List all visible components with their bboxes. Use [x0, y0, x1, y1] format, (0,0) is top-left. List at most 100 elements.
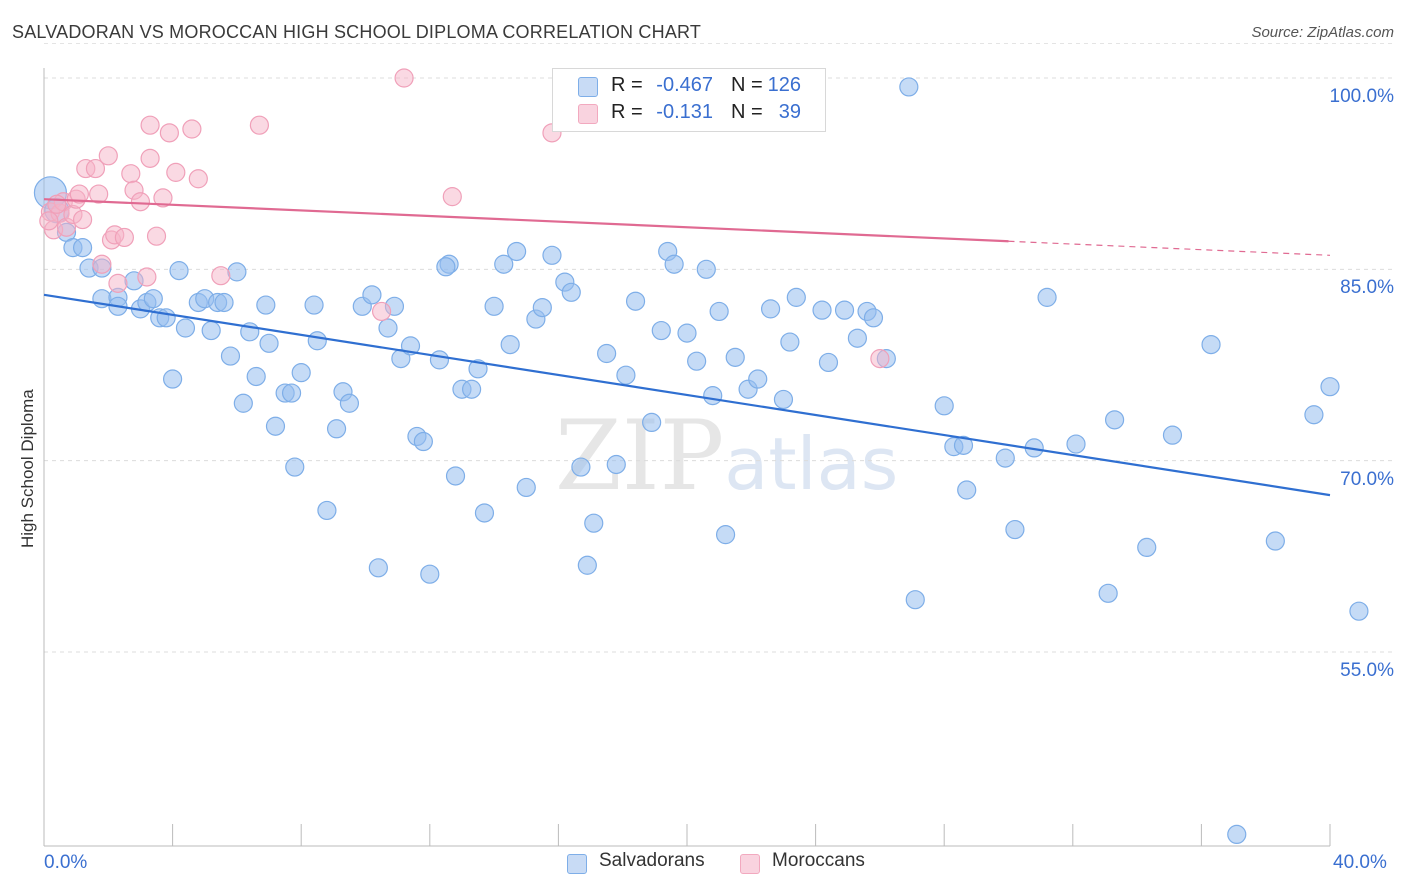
moroccan-point: [182, 119, 202, 139]
moroccan-point: [39, 211, 59, 231]
salvadoran-point: [687, 351, 707, 371]
salvadoran-point: [265, 416, 286, 436]
y-tick-label: 70.0%: [1340, 468, 1394, 490]
salvadoran-point: [696, 259, 716, 279]
salvadoran-point: [812, 300, 832, 320]
salvadoran-point: [642, 412, 662, 432]
moroccan-point: [166, 162, 186, 182]
salvadoran-point: [664, 254, 684, 274]
watermark: ZIPatlas: [555, 400, 898, 512]
salvadoran-point: [445, 466, 466, 486]
salvadoran-point: [773, 389, 794, 410]
salvadoran-point: [532, 298, 552, 318]
salvadoran-point: [72, 238, 93, 258]
salvadoran-point: [484, 296, 504, 316]
moroccan-point: [394, 68, 414, 88]
salvadoran-point: [500, 334, 520, 355]
salvadoran-point: [899, 77, 919, 97]
salvadoran-point: [561, 282, 581, 302]
salvadoran-point: [934, 396, 954, 416]
stats-n-label: N =: [731, 101, 763, 123]
stats-r-value: -0.467: [656, 74, 713, 96]
salvadoran-point: [429, 350, 450, 370]
legend-swatch-pink: [740, 854, 760, 874]
y-tick-label: 100.0%: [1329, 86, 1394, 107]
salvadoran-point: [201, 320, 221, 341]
salvadoran-point: [1349, 601, 1369, 621]
salvadoran-point: [571, 457, 591, 477]
stats-row-salvadorans: R = -0.467 N = 126: [553, 74, 825, 100]
moroccan-point: [153, 188, 173, 208]
salvadoran-point: [474, 503, 495, 523]
salvadoran-point: [461, 379, 482, 399]
watermark-zip: ZIP: [555, 400, 725, 512]
salvadoran-point: [326, 419, 347, 439]
salvadoran-point: [317, 500, 337, 521]
salvadoran-trend-line: [43, 293, 1331, 497]
y-axis-label: High School Diploma: [18, 389, 37, 548]
salvadoran-point: [436, 257, 456, 277]
moroccan-point: [870, 349, 890, 369]
stats-r-label: R =: [611, 74, 643, 96]
salvadoran-point: [233, 393, 253, 413]
salvadoran-point: [227, 262, 247, 282]
salvadoran-point: [725, 347, 745, 367]
salvadoran-point: [143, 289, 163, 309]
salvadoran-point: [542, 245, 562, 265]
moroccan-point: [249, 115, 270, 135]
salvadoran-point: [1104, 410, 1125, 430]
salvadoran-point: [780, 332, 800, 352]
salvadoran-point: [256, 295, 276, 315]
salvadoran-point: [339, 393, 360, 413]
moroccan-point: [188, 169, 208, 189]
salvadoran-point: [748, 369, 768, 389]
salvadoran-point: [1005, 519, 1025, 540]
salvadoran-point: [995, 448, 1015, 468]
salvadoran-point: [468, 359, 488, 379]
y-tick-label: 85.0%: [1340, 277, 1394, 299]
salvadoran-point: [616, 365, 636, 385]
salvadoran-point: [905, 590, 925, 610]
moroccan-point: [140, 115, 160, 135]
stats-n-value: 126: [767, 74, 801, 96]
moroccan-point: [121, 164, 141, 184]
salvadoran-point: [703, 386, 723, 406]
salvadoran-point: [1066, 434, 1086, 454]
salvadoran-point: [494, 254, 514, 274]
salvadoran-point: [1201, 334, 1221, 355]
salvadoran-point: [214, 292, 234, 313]
legend-label: Moroccans: [772, 850, 865, 871]
stats-row-moroccans: R = -0.131 N = 39: [553, 101, 825, 127]
salvadoran-point: [291, 363, 311, 383]
watermark-atlas: atlas: [724, 422, 899, 506]
moroccan-point: [146, 226, 167, 246]
salvadoran-point: [760, 299, 781, 319]
moroccan-point: [130, 192, 151, 212]
salvadoran-point: [1304, 405, 1324, 425]
moroccan-point: [72, 209, 93, 230]
salvadoran-point: [651, 320, 671, 341]
salvadoran-point: [156, 308, 176, 328]
salvadoran-point: [1320, 377, 1340, 397]
stats-swatch-blue: [578, 77, 598, 97]
salvadoran-point: [304, 295, 324, 315]
salvadoran-point: [1037, 287, 1057, 307]
moroccan-point: [92, 254, 112, 274]
stats-box: R = -0.467 N = 126 R = -0.131 N = 39: [552, 68, 826, 132]
moroccan-point: [108, 273, 128, 293]
salvadoran-point: [709, 301, 729, 322]
salvadoran-point: [863, 308, 884, 328]
salvadoran-point: [368, 558, 388, 578]
legend-label: Salvadorans: [599, 850, 705, 871]
salvadoran-point: [606, 454, 626, 475]
salvadoran-point: [220, 346, 241, 366]
stats-r-label: R =: [611, 101, 643, 123]
salvadoran-point: [285, 457, 305, 477]
salvadoran-point: [677, 323, 697, 343]
x-tick-label-min: 0.0%: [44, 852, 88, 873]
salvadoran-point: [953, 435, 974, 455]
salvadoran-point: [420, 564, 440, 584]
moroccan-point: [114, 227, 134, 248]
stats-swatch-pink: [578, 104, 598, 124]
salvadoran-point: [1137, 537, 1157, 558]
